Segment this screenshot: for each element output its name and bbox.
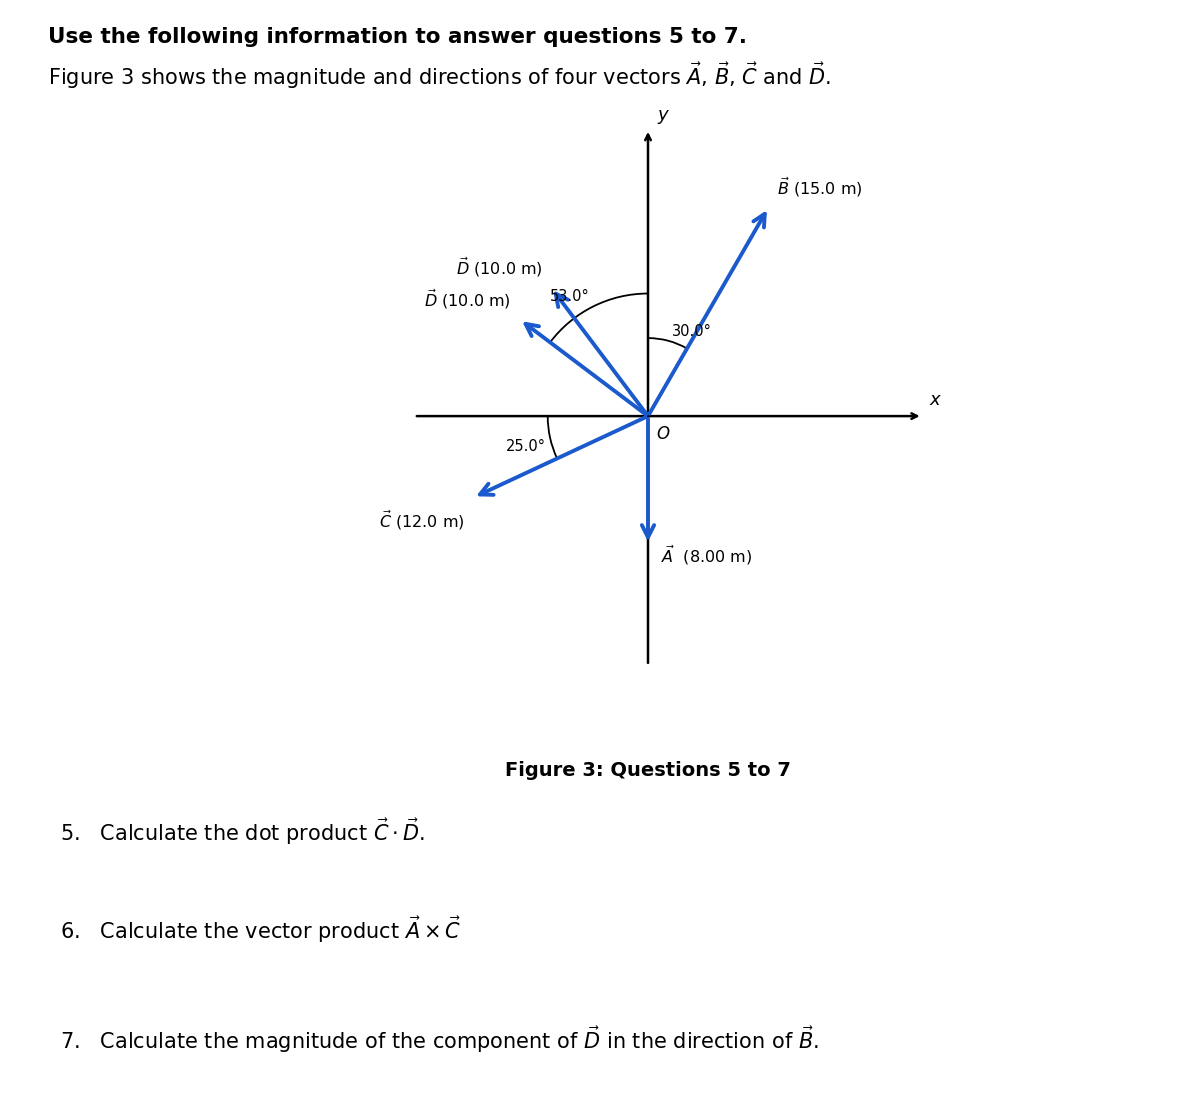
Text: $x$: $x$	[929, 391, 942, 410]
Text: Figure 3 shows the magnitude and directions of four vectors $\vec{A}$, $\vec{B}$: Figure 3 shows the magnitude and directi…	[48, 60, 832, 91]
Text: 5.   Calculate the dot product $\vec{C} \cdot \vec{D}$.: 5. Calculate the dot product $\vec{C} \c…	[60, 816, 425, 846]
Text: $\vec{C}$ (12.0 m): $\vec{C}$ (12.0 m)	[379, 508, 464, 532]
Text: 25.0°: 25.0°	[505, 439, 546, 454]
Text: 6.   Calculate the vector product $\vec{A} \times \vec{C}$: 6. Calculate the vector product $\vec{A}…	[60, 914, 462, 945]
Text: $\vec{D}$ (10.0 m): $\vec{D}$ (10.0 m)	[456, 256, 542, 279]
Text: $O$: $O$	[655, 425, 671, 443]
Text: $y$: $y$	[656, 108, 671, 126]
Text: $\vec{D}$ (10.0 m): $\vec{D}$ (10.0 m)	[424, 287, 511, 311]
Text: 53.0°: 53.0°	[550, 289, 590, 303]
Text: Figure 3: Questions 5 to 7: Figure 3: Questions 5 to 7	[505, 761, 791, 780]
Text: Use the following information to answer questions 5 to 7.: Use the following information to answer …	[48, 27, 746, 47]
Text: $\vec{B}$ (15.0 m): $\vec{B}$ (15.0 m)	[778, 175, 863, 199]
Text: $\vec{A}$  (8.00 m): $\vec{A}$ (8.00 m)	[661, 544, 752, 567]
Text: 30.0°: 30.0°	[672, 323, 712, 338]
Text: 7.   Calculate the magnitude of the component of $\vec{D}$ in the direction of $: 7. Calculate the magnitude of the compon…	[60, 1024, 818, 1054]
